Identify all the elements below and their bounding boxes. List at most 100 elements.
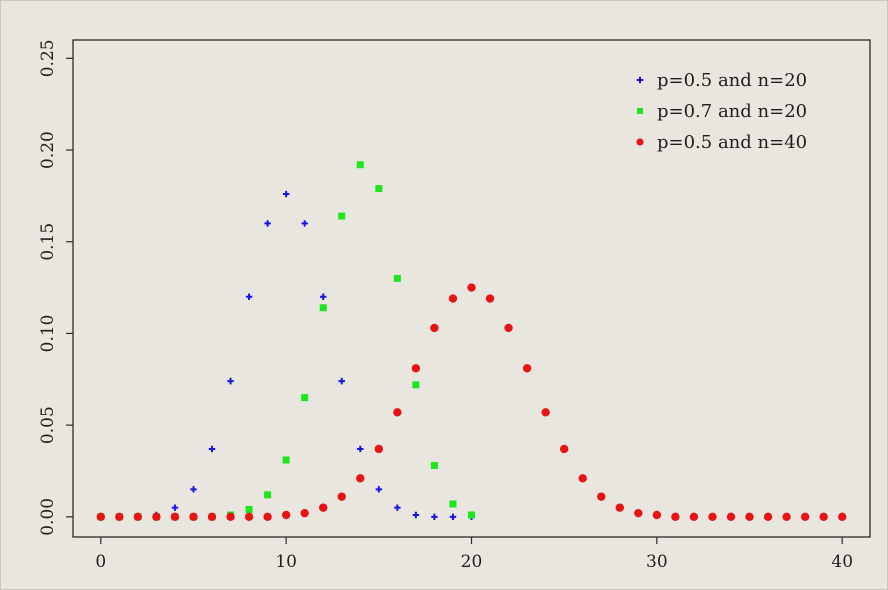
- data-point-series-1-shape: [338, 377, 345, 385]
- data-point-series-3-shape: [634, 508, 643, 518]
- data-point-series-3: [763, 512, 773, 522]
- legend-marker-series-2: [637, 108, 643, 114]
- data-point-series-3-shape: [522, 364, 532, 373]
- data-point-series-3-shape: [578, 474, 587, 483]
- data-point-series-1: [449, 513, 457, 521]
- data-point-series-3: [467, 283, 476, 292]
- data-point-series-3-shape: [226, 512, 235, 522]
- data-point-series-3-shape: [745, 512, 754, 522]
- legend-label-series-2: p=0.7 and n=20: [657, 101, 807, 122]
- data-point-series-2: [468, 511, 475, 519]
- data-point-series-1: [282, 190, 290, 198]
- data-point-series-3: [522, 364, 532, 373]
- data-point-series-2-shape: [412, 381, 420, 389]
- data-points: [96, 161, 847, 522]
- data-point-series-2: [245, 505, 253, 513]
- data-point-series-3: [281, 510, 291, 520]
- data-point-series-3-shape: [244, 512, 254, 522]
- y-tick-label: 0.20: [38, 131, 58, 169]
- data-point-series-1: [375, 486, 383, 493]
- data-point-series-3-shape: [281, 510, 291, 520]
- data-point-series-3-shape: [726, 512, 736, 522]
- data-point-series-3-shape: [837, 512, 847, 522]
- y-tick-label: 0.25: [38, 39, 58, 77]
- data-point-series-3: [430, 323, 439, 333]
- data-point-series-3: [170, 512, 180, 522]
- data-point-series-3-shape: [689, 512, 699, 522]
- data-point-series-1: [357, 445, 364, 453]
- data-point-series-2: [319, 304, 327, 312]
- data-point-series-3-shape: [207, 512, 217, 522]
- data-point-series-3: [337, 492, 346, 501]
- data-point-series-1-shape: [264, 220, 271, 227]
- data-point-series-1: [412, 511, 420, 519]
- x-tick-label: 30: [646, 552, 668, 572]
- data-point-series-1-shape: [394, 504, 401, 511]
- legend: p=0.5 and n=20 p=0.7 and n=20 p=0.5 and n=…: [636, 70, 807, 153]
- data-point-series-2: [338, 212, 346, 220]
- data-point-series-3-shape: [170, 512, 180, 522]
- data-point-series-2-shape: [245, 505, 253, 513]
- data-point-series-3: [152, 512, 161, 522]
- data-point-series-3: [726, 512, 736, 522]
- data-point-series-3-shape: [597, 492, 606, 501]
- data-point-series-3-shape: [96, 512, 106, 522]
- data-point-series-3-shape: [652, 510, 662, 520]
- y-axis: 0.00 0.05 0.10 0.15 0.20 0.25: [38, 39, 73, 536]
- y-tick-label: 0.15: [38, 223, 58, 261]
- data-point-series-3: [393, 408, 402, 417]
- data-point-series-3: [411, 364, 421, 373]
- data-point-series-2: [356, 161, 364, 169]
- data-point-series-3: [448, 294, 458, 303]
- data-point-series-3: [578, 474, 587, 483]
- data-point-series-1-shape: [375, 486, 383, 493]
- legend-marker-series-3: [636, 138, 644, 146]
- data-point-series-3: [226, 512, 235, 522]
- data-point-series-3-shape: [504, 323, 513, 333]
- data-point-series-3-shape: [671, 512, 680, 522]
- data-point-series-3-shape: [485, 294, 495, 303]
- data-point-series-3-shape: [782, 512, 791, 522]
- data-point-series-1: [394, 504, 401, 511]
- data-point-series-3-shape: [430, 323, 439, 333]
- data-point-series-2: [301, 394, 309, 402]
- data-point-series-2-shape: [264, 491, 272, 499]
- data-point-series-1-shape: [357, 445, 364, 453]
- data-point-series-2: [430, 461, 438, 469]
- data-point-series-1-shape: [245, 293, 253, 300]
- data-point-series-3: [689, 512, 699, 522]
- data-point-series-3: [782, 512, 791, 522]
- data-point-series-1-shape: [282, 190, 290, 198]
- data-point-series-3-shape: [615, 503, 624, 512]
- data-point-series-1: [245, 293, 253, 300]
- data-point-series-3-shape: [448, 294, 458, 303]
- data-point-series-3-shape: [763, 512, 773, 522]
- data-point-series-2: [449, 500, 457, 508]
- data-point-series-3: [819, 512, 828, 522]
- data-point-series-3-shape: [559, 444, 569, 454]
- data-point-series-2: [264, 491, 272, 499]
- data-point-series-1-shape: [412, 511, 420, 519]
- data-point-series-3-shape: [393, 408, 402, 417]
- data-point-series-3: [374, 444, 384, 454]
- data-point-series-2: [375, 185, 383, 193]
- legend-marker-series-1: [636, 76, 644, 84]
- legend-label-series-3: p=0.5 and n=40: [657, 132, 807, 153]
- data-point-series-3: [207, 512, 217, 522]
- legend-marker-series-2-shape: [637, 108, 643, 114]
- data-point-series-3: [504, 323, 513, 333]
- x-tick-label: 0: [95, 552, 106, 572]
- data-point-series-3: [652, 510, 662, 520]
- data-point-series-1: [227, 377, 234, 385]
- data-point-series-3-shape: [319, 503, 328, 512]
- data-point-series-2-shape: [468, 511, 475, 519]
- data-point-series-3: [96, 512, 106, 522]
- data-point-series-3: [356, 474, 365, 483]
- data-point-series-2-shape: [393, 274, 401, 282]
- data-point-series-3: [115, 512, 124, 522]
- data-point-series-3: [541, 408, 550, 417]
- legend-marker-series-1-shape: [636, 76, 644, 84]
- data-point-series-3-shape: [800, 512, 810, 522]
- legend-marker-series-3-shape: [636, 138, 644, 146]
- data-point-series-3-shape: [189, 512, 198, 522]
